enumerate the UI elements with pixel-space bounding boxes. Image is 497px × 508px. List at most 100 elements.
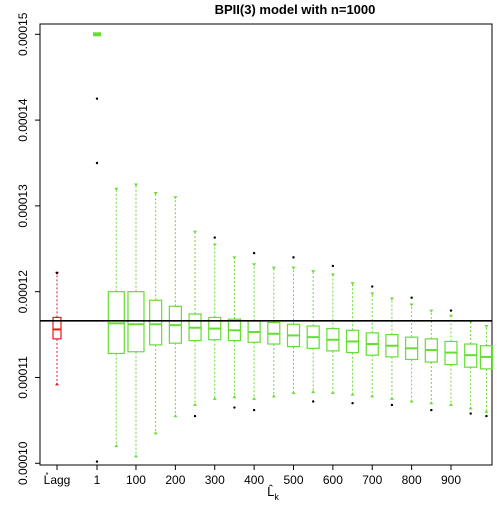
k-800-outlier <box>410 296 413 299</box>
k-400-outlier <box>252 408 256 412</box>
k-500-outlier <box>292 256 295 259</box>
k-750-upper-cap <box>389 297 394 301</box>
k-150-box <box>149 192 163 435</box>
k-400-lower-cap <box>252 396 257 400</box>
y-axis: 0.00010 0.00011 0.00012 0.00013 0.00014 0.000… <box>16 12 40 485</box>
k-box-outlier <box>95 460 99 463</box>
k-850-box <box>424 309 438 412</box>
y-tick-label: 0.00013 <box>16 184 30 228</box>
k-850-lower-cap <box>429 401 434 405</box>
k-650-outlier <box>351 402 354 405</box>
k-800-upper-cap <box>409 303 414 307</box>
k-700-outlier <box>371 285 374 288</box>
k-400-outlier <box>252 251 256 255</box>
k-600-outlier <box>331 264 335 268</box>
k-990-box <box>479 325 494 418</box>
x-tick-label: 800 <box>402 473 422 487</box>
k-box-degenerate <box>93 32 101 37</box>
k-950-outlier <box>469 412 472 415</box>
k-150-lower-cap <box>153 431 158 435</box>
k-650-box <box>345 282 360 405</box>
k-750-lower-cap <box>389 396 394 400</box>
k-150-upper-cap <box>153 192 158 196</box>
x-tick-label: 300 <box>205 473 225 487</box>
k-300-upper-cap <box>212 243 217 247</box>
k-700-box <box>365 285 379 398</box>
k-600-lower-cap <box>330 390 335 394</box>
k-900-lower-cap <box>449 402 453 406</box>
k-250-upper-cap <box>193 230 198 234</box>
k-200-box <box>168 196 182 418</box>
k-350-box <box>227 256 242 409</box>
reference-outlier <box>55 271 59 275</box>
k-250-outlier <box>193 414 197 418</box>
k-990-lower-cap <box>484 409 489 413</box>
k-450-box <box>267 266 281 398</box>
x-tick-label: 500 <box>283 473 303 487</box>
k-550-box <box>306 270 320 403</box>
k-850-upper-cap <box>429 309 434 313</box>
k-200-upper-cap <box>173 196 178 200</box>
k-650-lower-cap <box>350 392 355 396</box>
k-750-box <box>385 297 399 407</box>
x-tick-label: 200 <box>165 473 185 487</box>
k-50-upper-cap <box>114 187 119 191</box>
plot-marks <box>40 32 494 463</box>
x-tick-label: 700 <box>362 473 382 487</box>
y-tick-label: 0.00015 <box>16 12 30 56</box>
k-990-upper-cap <box>484 325 489 329</box>
k-600-box <box>326 264 340 394</box>
y-tick-label: 0.00010 <box>16 441 30 485</box>
k-500-upper-cap <box>291 266 296 270</box>
k-box-outlier <box>95 161 99 165</box>
k-900-outlier <box>449 309 453 312</box>
y-tick-label: 0.00014 <box>16 98 30 142</box>
k-400-box <box>247 251 261 412</box>
k-550-upper-cap <box>311 270 316 274</box>
k-750-outlier <box>390 403 394 407</box>
k-350-upper-cap <box>232 256 237 260</box>
k-300-box <box>208 236 222 400</box>
k-50-box <box>107 187 125 448</box>
k-850-outlier <box>430 408 433 412</box>
k-100-lower-cap <box>133 454 138 458</box>
k-800-lower-cap <box>409 399 414 403</box>
k-300-lower-cap <box>212 396 217 400</box>
reference-lower-cap <box>55 382 59 386</box>
chart-title: BPII(3) model with n=1000 <box>215 2 376 17</box>
y-tick-label: 0.00012 <box>16 270 30 314</box>
x-tick-label: 1 <box>94 473 101 487</box>
k-100-upper-cap <box>133 183 138 187</box>
x-axis-label-main: L̂ <box>267 484 274 499</box>
k-450-upper-cap <box>271 266 276 270</box>
k-700-upper-cap <box>370 292 375 296</box>
k-250-lower-cap <box>193 402 198 406</box>
k-500-lower-cap <box>291 390 296 394</box>
k-700-lower-cap <box>370 394 375 398</box>
k-900-box <box>444 309 458 406</box>
k-250-box <box>188 230 202 418</box>
k-50-lower-cap <box>114 444 119 448</box>
k-400-upper-cap <box>252 263 257 267</box>
reference-box <box>52 271 62 386</box>
plot-frame <box>39 23 493 466</box>
x-tick-label: 900 <box>441 473 461 487</box>
y-tick-label: 0.00011 <box>16 356 30 399</box>
x-tick-label: L̊agg <box>44 471 71 487</box>
k-550-lower-cap <box>311 390 316 394</box>
k-990-outlier <box>485 414 488 418</box>
k-950-lower-cap <box>468 406 473 410</box>
k-350-lower-cap <box>232 395 237 399</box>
x-axis: L̊agg 1 100 200 300 400 500 600 700 800 900 <box>44 465 461 487</box>
k-950-box <box>464 320 478 415</box>
k-300-outlier <box>213 236 216 239</box>
x-axis-label-text: L̂k <box>267 484 279 502</box>
k-900-upper-cap <box>449 314 453 318</box>
k-box-outlier <box>95 97 99 100</box>
k-800-box <box>405 296 419 403</box>
x-axis-label: L̂k <box>267 484 279 502</box>
k-100-box <box>127 183 145 458</box>
k-450-lower-cap <box>271 394 276 398</box>
x-tick-label: 600 <box>323 473 343 487</box>
